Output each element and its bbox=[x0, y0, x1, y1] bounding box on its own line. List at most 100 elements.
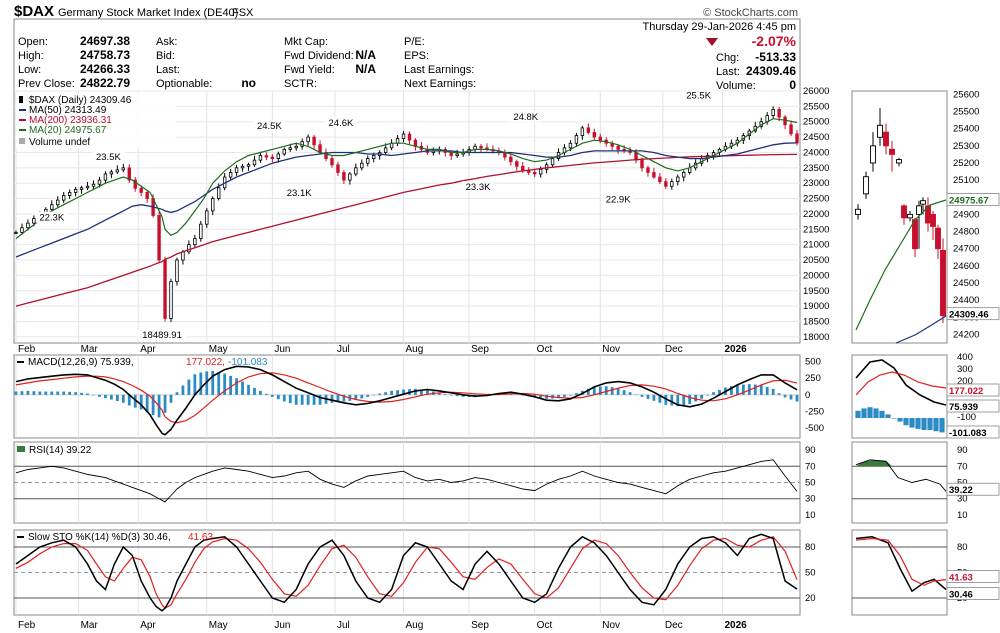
price-candle-body bbox=[658, 176, 662, 183]
price-candle-body bbox=[664, 181, 668, 187]
price-candle-body bbox=[324, 152, 328, 160]
price-candle-body bbox=[91, 183, 96, 187]
macd-histogram-bar bbox=[586, 388, 590, 395]
macd-histogram-bar bbox=[38, 391, 42, 395]
macd-histogram-bar bbox=[372, 394, 376, 396]
macd-histogram-bar bbox=[115, 394, 119, 402]
month-label: Feb bbox=[18, 344, 36, 355]
stat-value: no bbox=[241, 76, 256, 90]
price-candle-body bbox=[527, 170, 531, 173]
inset-sto-k-value-box bbox=[946, 587, 1000, 600]
price-annotation-bg bbox=[324, 117, 357, 129]
stat-label: Prev Close: bbox=[18, 78, 75, 90]
macd-histogram-bar bbox=[706, 394, 709, 396]
macd-histogram-bar bbox=[783, 394, 787, 398]
macd-histogram-bar bbox=[139, 394, 143, 410]
price-annotation-bg bbox=[602, 193, 635, 205]
legend-sto: Slow STO %K(14) %D(3) 30.46, bbox=[28, 532, 171, 543]
macd-histogram-bar bbox=[765, 386, 769, 395]
stat-label: Fwd Dividend: bbox=[284, 50, 354, 62]
inset-ma50-line bbox=[895, 315, 947, 344]
inset-sto-k-value: 30.46 bbox=[949, 590, 973, 601]
sto-d-line bbox=[15, 536, 798, 609]
stat-label: Last: bbox=[156, 64, 180, 76]
legend-macd-signal: 177.022, bbox=[186, 357, 225, 368]
stat-value: 24697.38 bbox=[80, 34, 130, 48]
month-label: Oct bbox=[537, 620, 553, 631]
macd-histogram-bar bbox=[610, 387, 614, 395]
macd-histogram-bar bbox=[777, 393, 781, 395]
inset-macd-tick: 400 bbox=[957, 352, 973, 363]
legend-ma200: MA(200) 23936.31 bbox=[29, 115, 112, 126]
macd-histogram-bar bbox=[598, 386, 602, 395]
month-label: Dec bbox=[665, 344, 683, 355]
rsi-tick-label: 70 bbox=[805, 461, 816, 472]
rsi-legend: RSI(14) 39.22 bbox=[17, 445, 92, 456]
price-candle-body bbox=[276, 153, 281, 160]
price-candle-body bbox=[586, 127, 591, 133]
price-tick-label: 25000 bbox=[803, 117, 829, 128]
price-annotation-bg bbox=[35, 211, 68, 223]
legend-bg bbox=[16, 93, 176, 148]
inset-sto-k-line bbox=[855, 536, 947, 593]
macd-histogram-bar bbox=[664, 394, 668, 405]
price-candle-body bbox=[187, 244, 191, 253]
price-candle-body bbox=[360, 162, 364, 169]
inset-sto-tick: 80 bbox=[957, 542, 968, 553]
price-candle-body bbox=[401, 133, 406, 140]
macd-histogram-bar bbox=[169, 394, 173, 403]
inset-histogram-bar bbox=[873, 408, 879, 418]
price-candle-body bbox=[294, 145, 298, 149]
price-tick-label: 24500 bbox=[803, 132, 829, 143]
inset-last-value-box bbox=[946, 307, 1000, 321]
price-candle-body bbox=[193, 238, 197, 246]
legend-ma20: MA(20) 24975.67 bbox=[29, 125, 107, 136]
macd-histogram-bar bbox=[694, 394, 698, 402]
price-candle-body bbox=[258, 155, 263, 161]
macd-histogram-bar bbox=[735, 384, 739, 395]
inset-candle-body bbox=[916, 205, 922, 215]
month-label: Apr bbox=[140, 620, 156, 631]
price-candle-body bbox=[127, 167, 131, 181]
price-candle-body bbox=[97, 179, 102, 185]
inset-histogram-bar bbox=[909, 418, 915, 428]
price-annotation: 24.8K bbox=[513, 112, 538, 123]
price-candle-body bbox=[79, 187, 84, 190]
macd-histogram-bar bbox=[747, 384, 751, 395]
inset-candle-body bbox=[935, 227, 941, 250]
macd-histogram-bar bbox=[187, 379, 191, 395]
quote-date: Thursday 29-Jan-2026 4:45 pm bbox=[643, 21, 796, 33]
macd-histogram-bar bbox=[688, 394, 692, 405]
price-candle-body bbox=[795, 133, 799, 144]
macd-histogram-bar bbox=[515, 394, 519, 395]
price-candle-body bbox=[282, 148, 286, 155]
inset-tick-label: 24200 bbox=[953, 329, 979, 340]
stat-label: Bid: bbox=[156, 50, 175, 62]
price-annotation-bg bbox=[462, 180, 495, 192]
macd-histogram-bar bbox=[56, 391, 60, 395]
macd-histogram-bar bbox=[396, 390, 399, 395]
macd-histogram-bar bbox=[759, 384, 763, 395]
price-tick-label: 19500 bbox=[803, 286, 829, 297]
macd-histogram-bar bbox=[264, 393, 268, 395]
macd-histogram-bar bbox=[223, 373, 227, 395]
price-tick-label: 22000 bbox=[803, 209, 829, 220]
price-annotation: 23.1K bbox=[287, 188, 312, 199]
stat-label: Next Earnings: bbox=[404, 78, 476, 90]
price-annotation: 22.3K bbox=[39, 213, 64, 224]
macd-histogram-bar bbox=[569, 394, 572, 396]
stat-label: Ask: bbox=[156, 36, 177, 48]
inset-rsi-tick: 70 bbox=[957, 461, 968, 472]
inset-tick-label: 24400 bbox=[953, 295, 979, 306]
legend-price: $DAX (Daily) 24309.46 bbox=[29, 95, 132, 106]
inset-histogram-bar bbox=[915, 418, 921, 429]
inset-ma20-value-box bbox=[946, 193, 1000, 206]
inset-macd-signal-value-box bbox=[946, 383, 1000, 397]
macd-histogram-bar bbox=[616, 388, 620, 395]
macd-tick-label: 250 bbox=[805, 373, 821, 384]
chg-label: Chg: bbox=[716, 52, 739, 64]
sto-tick-label: 50 bbox=[805, 568, 816, 579]
inset-tick-label: 25200 bbox=[953, 158, 979, 169]
price-candle-body bbox=[32, 218, 36, 224]
macd-histogram-bar bbox=[318, 394, 322, 405]
